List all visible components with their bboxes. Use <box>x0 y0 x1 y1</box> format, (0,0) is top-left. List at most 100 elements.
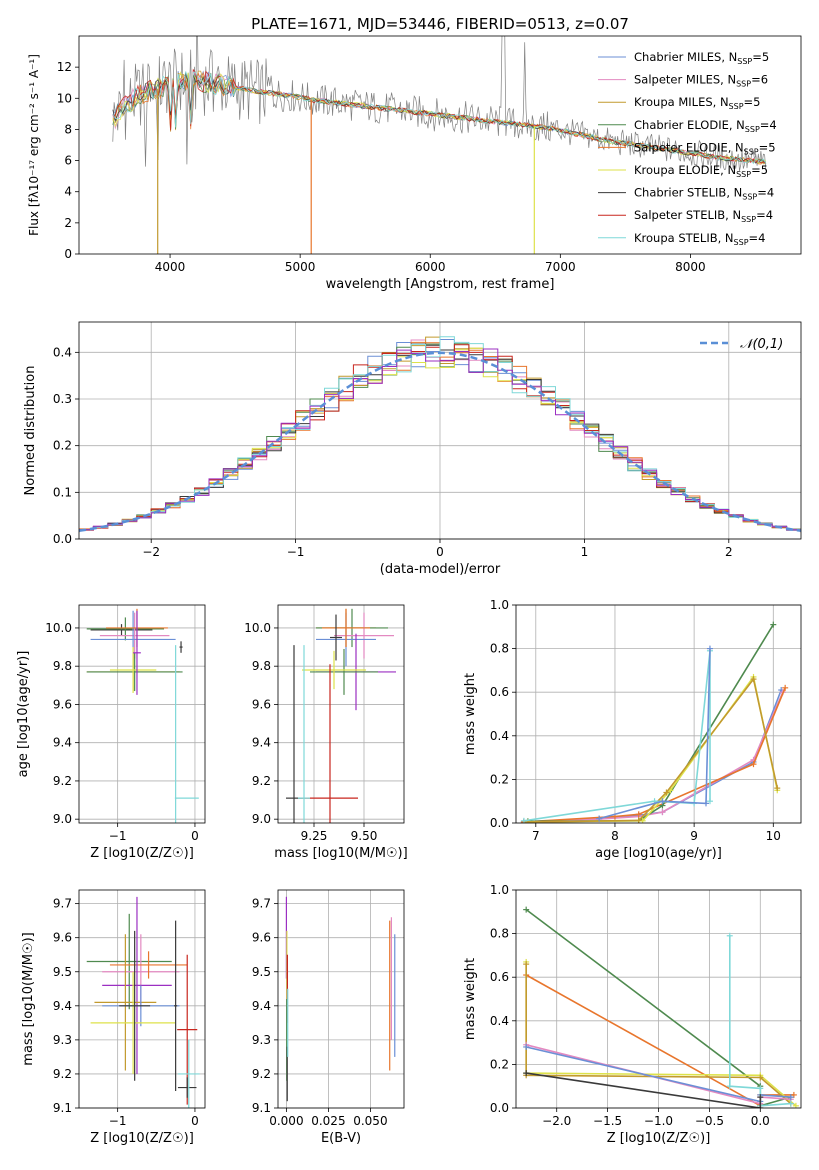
y-tick-label: 12 <box>57 60 72 74</box>
x-tick-label: −1.5 <box>593 1114 622 1128</box>
data-point <box>119 930 151 1081</box>
y-tick-label: 0 <box>64 247 72 261</box>
y-tick-label: 0.0 <box>490 816 509 830</box>
weight-vs-age-panel: 7 8 9 10 0.0 0.2 0.4 0.6 0.8 1.0 age [log10(age/yr… <box>463 598 802 861</box>
y-tick-label: 9.5 <box>252 965 271 979</box>
mass-vs-Z-errorbars <box>86 896 200 1108</box>
y-tick-label: 10 <box>57 91 72 105</box>
legend-subscript: SSP <box>742 193 757 202</box>
x-tick-label: 7 <box>532 829 540 843</box>
data-point <box>90 624 153 636</box>
x-tick-label: −1.0 <box>644 1114 673 1128</box>
weight-line <box>598 648 711 820</box>
plot-frame <box>78 889 206 1109</box>
y-tick-label: 9.7 <box>252 897 271 911</box>
legend-label: 𝒩(0,1) <box>740 337 783 352</box>
y-tick-label: 0.0 <box>53 532 72 546</box>
x-tick-label: −1 <box>287 545 305 559</box>
y-axis-label: age [log10(age/yr)] <box>16 651 31 778</box>
y-tick-label: 4 <box>64 185 72 199</box>
y-tick-label: 0.3 <box>53 392 72 406</box>
y-tick-label: 9.6 <box>252 931 271 945</box>
residuals-panel: −2 −1 0 1 2 0.0 0.1 0.2 0.3 0.4 (data-model)/error… <box>23 321 802 577</box>
residuals-legend: 𝒩(0,1) <box>700 337 783 352</box>
y-tick-label: 9.4 <box>53 999 72 1013</box>
y-tick-label: 0.2 <box>490 772 509 786</box>
x-tick-label: −0.5 <box>695 1114 724 1128</box>
legend-subscript: SSP <box>736 170 751 179</box>
legend-subscript: SSP <box>745 125 760 134</box>
legend-label: Salpeter STELIB, NSSP=4 <box>634 208 773 224</box>
legend-subscript: SSP <box>734 238 749 247</box>
y-tick-label: 10.0 <box>45 621 72 635</box>
plot-frame <box>78 604 206 824</box>
legend-subscript: SSP <box>741 215 756 224</box>
spectrum-legend: Chabrier MILES, NSSP=5 Salpeter MILES, NS… <box>598 50 777 247</box>
weight-marker <box>787 1094 794 1101</box>
legend-count: =5 <box>759 140 776 154</box>
weight-marker <box>757 1074 764 1081</box>
mass-vs-ebv-errorbars <box>285 896 396 1102</box>
data-point <box>109 951 188 979</box>
data-point <box>177 1039 200 1108</box>
age-vs-metallicity-panel: −1 0 9.0 9.2 9.4 9.6 9.8 10.0 Z [log10(Z/Z☉)] age… <box>16 604 206 861</box>
y-axis-label: Normed distribution <box>23 366 38 496</box>
weight-line <box>523 691 784 823</box>
data-point <box>310 648 378 695</box>
weight-series <box>524 676 781 823</box>
weight-marker <box>757 1085 764 1092</box>
x-tick-label: 1 <box>581 545 589 559</box>
weight-marker <box>790 1091 797 1098</box>
data-point <box>86 913 172 1010</box>
legend-count: =5 <box>752 50 769 64</box>
data-point <box>86 652 183 692</box>
y-tick-label: 1.0 <box>490 598 509 612</box>
figure-title: PLATE=1671, MJD=53446, FIBERID=0513, z=0… <box>251 15 629 33</box>
y-tick-label: 9.2 <box>252 774 271 788</box>
legend-label: Kroupa STELIB, NSSP=4 <box>634 231 765 247</box>
y-tick-label: 9.1 <box>252 1101 271 1115</box>
weight-marker <box>757 1094 764 1101</box>
legend-count: =4 <box>756 208 773 222</box>
data-point <box>298 645 310 823</box>
data-point <box>94 934 157 1071</box>
legend-label: Salpeter ELODIE, NSSP=5 <box>634 140 776 156</box>
weight-series <box>523 1070 764 1108</box>
y-tick-label: 9.2 <box>53 774 72 788</box>
legend-count: =4 <box>749 231 766 245</box>
weight-marker <box>726 932 733 939</box>
y-tick-label: 0.6 <box>490 970 509 984</box>
x-tick-label: −1 <box>109 829 127 843</box>
legend-label: Salpeter MILES, NSSP=6 <box>634 73 768 89</box>
data-point <box>174 920 178 1091</box>
y-tick-label: 9.5 <box>53 965 72 979</box>
x-axis-label: E(B-V) <box>321 1131 361 1146</box>
y-axis-label: mass weight <box>463 673 478 755</box>
x-tick-label: −2 <box>142 545 160 559</box>
residuals-ticks: −2 −1 0 1 2 0.0 0.1 0.2 0.3 0.4 <box>53 345 733 559</box>
weight-marker <box>774 785 781 792</box>
data-point <box>179 641 183 653</box>
normal-reference-curve <box>79 351 801 533</box>
mass-vs-Z-ticks: −1 0 9.1 9.2 9.3 9.4 9.5 9.6 9.7 <box>53 897 199 1128</box>
legend-label: Chabrier MILES, NSSP=5 <box>634 50 769 66</box>
weight-marker <box>782 684 789 691</box>
plot-frame <box>515 889 802 1109</box>
x-tick-label: 0.050 <box>353 1114 387 1128</box>
weight-marker <box>663 789 670 796</box>
y-tick-label: 0.4 <box>490 1014 509 1028</box>
x-tick-label: 8000 <box>675 260 706 274</box>
weight-marker <box>523 961 530 968</box>
x-tick-label: 9.25 <box>301 829 328 843</box>
weight-marker <box>757 1105 764 1108</box>
mass-vs-ebv-panel: 0.000 0.025 0.050 9.1 9.2 9.3 9.4 9.5 9.6 9.7 E(B-… <box>252 889 405 1146</box>
y-axis-label: mass weight <box>463 958 478 1040</box>
y-axis-label: mass [log10(M/M☉)] <box>21 932 36 1065</box>
y-tick-label: 2 <box>64 216 72 230</box>
x-tick-label: 0 <box>436 545 444 559</box>
age-vs-Z-ticks: −1 0 9.0 9.2 9.4 9.6 9.8 10.0 <box>45 621 198 843</box>
data-point <box>302 664 358 823</box>
legend-count: =5 <box>751 163 768 177</box>
data-point <box>102 896 172 1074</box>
y-axis-label: Flux [fλ10⁻¹⁷ erg cm⁻² s⁻¹ A⁻¹] <box>27 54 41 236</box>
